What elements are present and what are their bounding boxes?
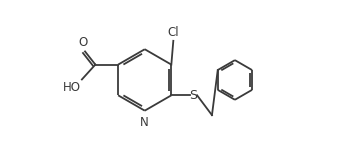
Text: N: N	[140, 116, 149, 129]
Text: HO: HO	[63, 81, 81, 94]
Text: Cl: Cl	[167, 26, 179, 39]
Text: O: O	[79, 36, 88, 49]
Text: S: S	[189, 89, 197, 102]
